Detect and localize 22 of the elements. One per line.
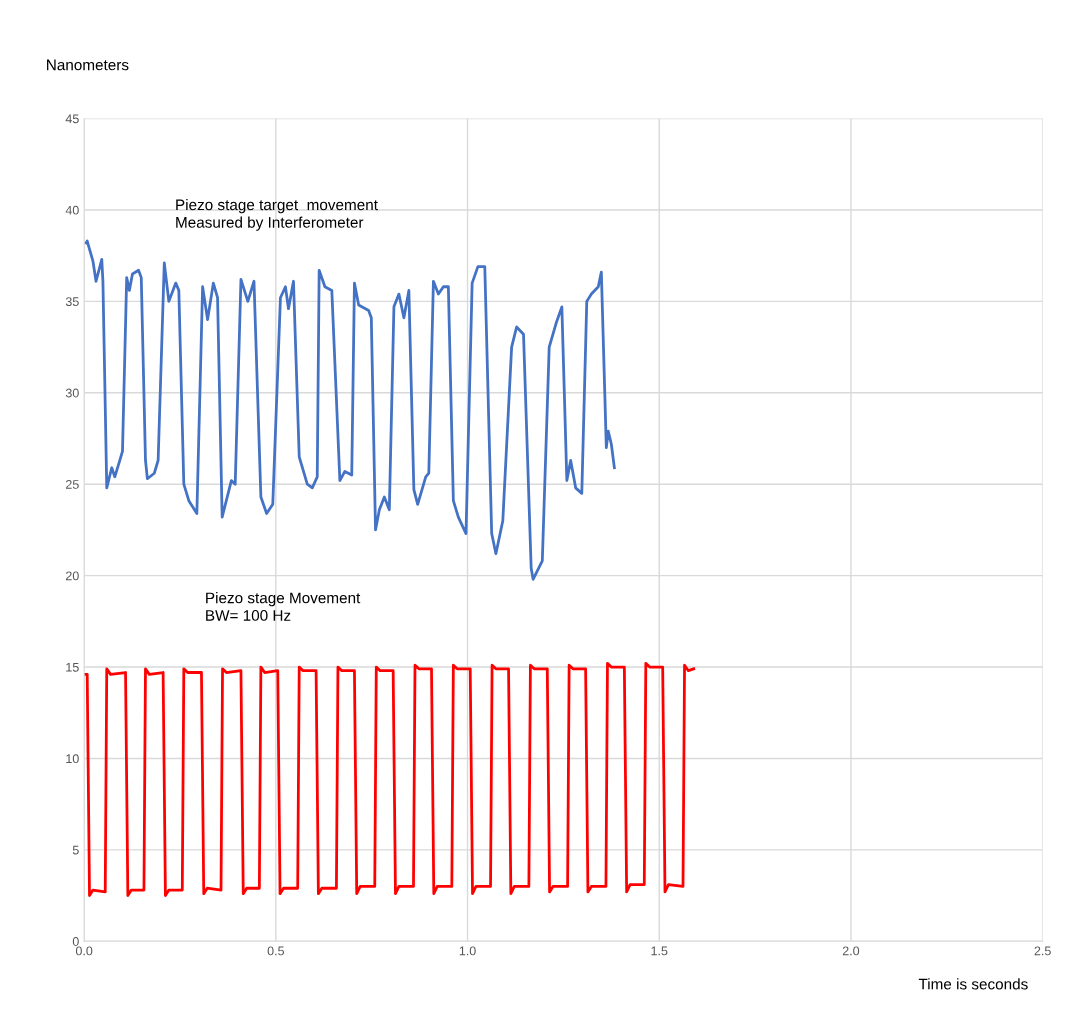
y-tick-label: 45 [65, 114, 79, 124]
y-tick-label: 15 [66, 662, 79, 672]
y-tick-label: 30 [65, 388, 79, 398]
y-tick-label: 40 [65, 205, 79, 215]
y-axis-title: Nanometers [47, 59, 129, 71]
line-series [84, 239, 616, 581]
x-tick-label: 2.5 [1034, 946, 1051, 956]
x-tick-label: 1.5 [651, 946, 668, 956]
x-tick-label: 0.0 [75, 946, 93, 956]
y-tick-label: 25 [66, 480, 79, 489]
annotation: Piezo stage Movement BW= 100 Hz [206, 592, 361, 621]
line-series [84, 661, 696, 897]
x-tick-label: 2.0 [842, 946, 860, 956]
x-tick-label: 0.5 [267, 946, 284, 956]
y-tick-label: 0 [72, 937, 79, 946]
y-tick-label: 35 [65, 297, 79, 307]
y-tick-label: 10 [66, 754, 79, 764]
y-tick-label: 5 [72, 845, 79, 855]
y-tick-label: 20 [66, 571, 79, 581]
annotation: Piezo stage target movement Measured by Interferometer [176, 198, 378, 231]
x-axis-title: Time is seconds [918, 978, 1028, 990]
x-tick-label: 1.0 [459, 946, 476, 956]
